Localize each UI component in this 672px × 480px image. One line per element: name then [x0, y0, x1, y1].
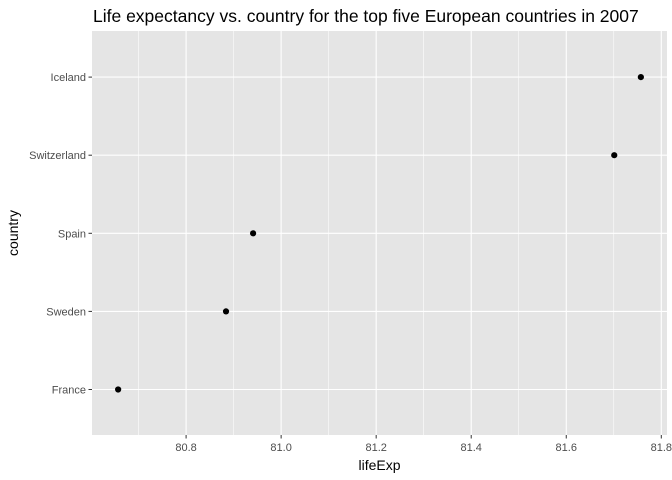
data-points — [115, 74, 644, 393]
data-point — [115, 386, 122, 393]
x-tick-label: 80.8 — [175, 442, 196, 454]
x-tick-label: 81.8 — [651, 442, 672, 454]
y-tick-label: Iceland — [51, 72, 86, 84]
y-tick-label: Sweden — [46, 306, 86, 318]
y-axis: France Sweden Spain Switzerland Iceland — [29, 72, 92, 397]
x-tick-label: 81.6 — [556, 442, 577, 454]
data-point — [611, 152, 618, 159]
x-tick-label: 81.0 — [270, 442, 291, 454]
x-axis: 80.8 81.0 81.2 81.4 81.6 81.8 — [175, 435, 672, 454]
x-axis-title: lifeExp — [358, 457, 400, 473]
y-axis-title: country — [5, 210, 21, 256]
y-tick-label: Spain — [58, 228, 86, 240]
y-tick-label: France — [52, 385, 86, 397]
data-point — [637, 74, 644, 81]
data-point — [249, 230, 257, 237]
x-tick-label: 81.4 — [461, 442, 482, 454]
data-point — [222, 308, 230, 315]
y-tick-label: Switzerland — [29, 150, 86, 162]
x-tick-label: 81.2 — [365, 442, 386, 454]
grid-major — [92, 31, 667, 435]
chart-title: Life expectancy vs. country for the top … — [93, 6, 639, 26]
